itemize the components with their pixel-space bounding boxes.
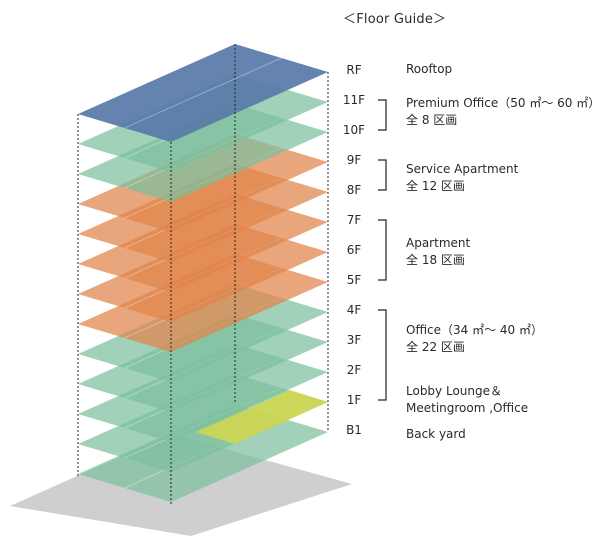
zone-count: 全 12 区画 xyxy=(406,178,518,195)
zone-back-yard: Back yard xyxy=(406,426,466,443)
floor-label: B1 xyxy=(337,423,371,437)
floor-label: 11F xyxy=(337,93,371,107)
floor-label: 4F xyxy=(337,303,371,317)
zone-name: Meetingroom ,Office xyxy=(406,400,528,417)
floor-label: 5F xyxy=(337,273,371,287)
floor-group-bracket xyxy=(378,100,386,130)
zone-count: 全 22 区画 xyxy=(406,339,543,356)
zone-name: Rooftop xyxy=(406,61,452,78)
zone-lobby-lounge: Lobby Lounge＆ Meetingroom ,Office xyxy=(406,383,528,417)
floor-label: 2F xyxy=(337,363,371,377)
floor-label: RF xyxy=(337,63,371,77)
floor-label: 3F xyxy=(337,333,371,347)
zone-name: Premium Office（50 ㎡～ 60 ㎡） xyxy=(406,95,599,112)
floor-group-bracket xyxy=(378,160,386,190)
floor-group-bracket xyxy=(378,220,386,280)
zone-name: Apartment xyxy=(406,235,470,252)
floor-label: 1F xyxy=(337,393,371,407)
zone-count: 全 8 区画 xyxy=(406,112,599,129)
zone-apartment: Apartment 全 18 区画 xyxy=(406,235,470,269)
zone-name: Lobby Lounge＆ xyxy=(406,383,528,400)
zone-name: Office（34 ㎡～ 40 ㎡） xyxy=(406,322,543,339)
floor-label: 8F xyxy=(337,183,371,197)
zone-count: 全 18 区画 xyxy=(406,252,470,269)
floor-label: 10F xyxy=(337,123,371,137)
floor-group-bracket xyxy=(378,310,386,400)
floor-label: 9F xyxy=(337,153,371,167)
zone-rooftop: Rooftop xyxy=(406,61,452,78)
zone-service-apartment: Service Apartment 全 12 区画 xyxy=(406,161,518,195)
floor-label: 7F xyxy=(337,213,371,227)
zone-name: Service Apartment xyxy=(406,161,518,178)
diagram-title: ＜Floor Guide＞ xyxy=(343,8,446,27)
zone-office: Office（34 ㎡～ 40 ㎡） 全 22 区画 xyxy=(406,322,543,356)
zone-name: Back yard xyxy=(406,426,466,443)
floor-label: 6F xyxy=(337,243,371,257)
zone-premium-office: Premium Office（50 ㎡～ 60 ㎡） 全 8 区画 xyxy=(406,95,599,129)
